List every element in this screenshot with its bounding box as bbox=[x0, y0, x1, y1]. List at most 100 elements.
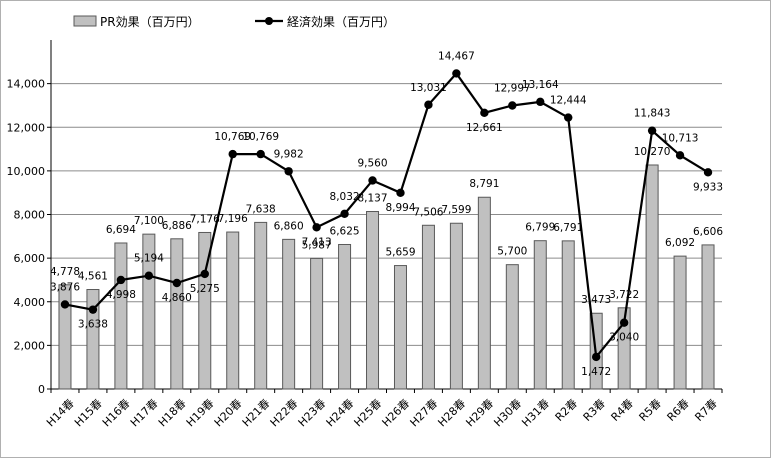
bar-data-label: 3,473 bbox=[581, 294, 611, 306]
bar-pr-effect bbox=[673, 255, 687, 390]
line-economic-effect bbox=[64, 71, 709, 360]
x-tick-label: H14春 bbox=[44, 397, 77, 430]
bar-data-label: 4,778 bbox=[50, 266, 80, 278]
line-point-economic-effect bbox=[536, 97, 545, 107]
line-point-economic-effect bbox=[340, 209, 349, 219]
line-point-economic-effect bbox=[256, 149, 265, 159]
line-data-label: 1,472 bbox=[581, 366, 611, 378]
line-point-economic-effect bbox=[228, 149, 237, 159]
bar-pr-effect bbox=[617, 307, 631, 390]
line-point-economic-effect bbox=[452, 69, 461, 78]
bar-data-label: 6,625 bbox=[330, 225, 360, 237]
x-tick-label: H25春 bbox=[352, 397, 385, 430]
line-point-economic-effect bbox=[144, 271, 154, 280]
bar-pr-effect bbox=[282, 238, 296, 390]
line-point-economic-effect bbox=[424, 100, 433, 109]
line-point-economic-effect bbox=[284, 167, 293, 176]
line-data-label: 7,413 bbox=[302, 236, 332, 248]
bar-data-label: 3,722 bbox=[609, 289, 639, 301]
bar-data-label: 7,196 bbox=[218, 213, 248, 225]
bar-data-label: 6,799 bbox=[525, 222, 555, 234]
x-tick-label: H29春 bbox=[463, 397, 496, 430]
bar-pr-effect bbox=[114, 242, 128, 390]
bar-pr-effect bbox=[226, 231, 240, 390]
line-point-economic-effect bbox=[647, 126, 657, 135]
bar-pr-effect bbox=[505, 264, 519, 390]
bar-pr-effect bbox=[86, 289, 100, 390]
bar-pr-effect bbox=[58, 284, 72, 390]
line-data-label: 9,982 bbox=[274, 148, 304, 160]
bar-data-label: 8,791 bbox=[469, 178, 499, 190]
bar-data-label: 8,137 bbox=[357, 193, 387, 205]
y-tick-label: 14,000 bbox=[7, 78, 46, 91]
line-data-label: 9,933 bbox=[693, 181, 723, 193]
line-data-label: 3,876 bbox=[50, 281, 80, 293]
bar-pr-effect bbox=[421, 224, 435, 390]
x-tick-label: H31春 bbox=[519, 397, 552, 430]
bar-data-label: 6,860 bbox=[274, 220, 304, 232]
x-tick-label: H20春 bbox=[212, 397, 245, 430]
bar-data-label: 7,100 bbox=[134, 215, 164, 227]
x-tick-label: H27春 bbox=[407, 397, 440, 430]
y-tick-label: 10,000 bbox=[7, 165, 46, 178]
x-tick-label: R7春 bbox=[692, 397, 719, 424]
x-tick-label: H23春 bbox=[296, 397, 329, 430]
line-point-economic-effect bbox=[312, 223, 321, 232]
bar-data-label: 6,694 bbox=[106, 224, 136, 236]
line-data-label: 11,843 bbox=[634, 108, 671, 120]
line-point-economic-effect bbox=[88, 305, 98, 314]
y-tick-label: 8,000 bbox=[14, 209, 46, 222]
bar-pr-effect bbox=[449, 222, 463, 390]
line-point-economic-effect bbox=[200, 269, 209, 279]
bar-data-label: 5,700 bbox=[497, 246, 527, 258]
legend-label-economic-effect: 経済効果（百万円） bbox=[287, 14, 395, 29]
bar-pr-effect bbox=[170, 238, 184, 390]
line-point-economic-effect bbox=[172, 278, 182, 288]
bar-data-label: 6,092 bbox=[665, 237, 695, 249]
legend-marker-economic-effect bbox=[265, 17, 273, 25]
bar-data-label: 5,987 bbox=[302, 239, 332, 251]
x-tick-label: H17春 bbox=[128, 397, 161, 430]
y-tick-label: 2,000 bbox=[14, 339, 46, 352]
x-tick-label: R4春 bbox=[609, 397, 636, 424]
bar-pr-effect bbox=[701, 244, 715, 390]
line-data-label: 13,164 bbox=[522, 79, 559, 91]
bar-data-label: 6,606 bbox=[693, 226, 723, 238]
line-point-economic-effect bbox=[508, 101, 517, 110]
bar-data-label: 7,599 bbox=[441, 204, 471, 216]
bar-pr-effect bbox=[533, 240, 547, 390]
line-point-economic-effect bbox=[396, 188, 405, 198]
line-data-label: 3,638 bbox=[78, 319, 108, 331]
bar-data-label: 6,886 bbox=[162, 220, 192, 232]
bar-data-label: 4,561 bbox=[78, 271, 108, 283]
bar-data-label: 7,176 bbox=[190, 213, 220, 225]
x-tick-label: H15春 bbox=[72, 397, 105, 430]
bar-pr-effect bbox=[366, 211, 380, 390]
line-data-label: 5,194 bbox=[134, 253, 164, 265]
x-tick-label: H28春 bbox=[435, 397, 468, 430]
line-data-label: 4,998 bbox=[106, 289, 136, 301]
line-point-economic-effect bbox=[60, 300, 70, 309]
line-data-label: 8,994 bbox=[385, 202, 415, 214]
line-point-economic-effect bbox=[675, 151, 685, 160]
bar-pr-effect bbox=[645, 164, 659, 390]
x-tick-label: H21春 bbox=[240, 397, 273, 430]
y-tick-label: 6,000 bbox=[14, 252, 46, 265]
bar-data-label: 10,270 bbox=[634, 146, 671, 158]
line-data-label: 10,713 bbox=[662, 132, 699, 144]
line-data-label: 12,444 bbox=[550, 95, 587, 107]
bar-data-label: 7,638 bbox=[246, 203, 276, 215]
line-data-label: 9,560 bbox=[357, 157, 387, 169]
line-point-economic-effect bbox=[368, 176, 377, 185]
line-point-economic-effect bbox=[591, 352, 601, 362]
line-data-label: 10,769 bbox=[242, 131, 279, 143]
y-tick-label: 4,000 bbox=[14, 296, 46, 309]
x-tick-label: H30春 bbox=[491, 397, 524, 430]
x-tick-label: H19春 bbox=[184, 397, 217, 430]
line-point-economic-effect bbox=[480, 108, 489, 118]
line-data-label: 5,275 bbox=[190, 283, 220, 295]
line-point-economic-effect bbox=[116, 275, 126, 285]
line-data-label: 3,040 bbox=[609, 332, 639, 344]
bar-pr-effect bbox=[477, 196, 491, 390]
line-data-label: 13,031 bbox=[410, 82, 447, 94]
